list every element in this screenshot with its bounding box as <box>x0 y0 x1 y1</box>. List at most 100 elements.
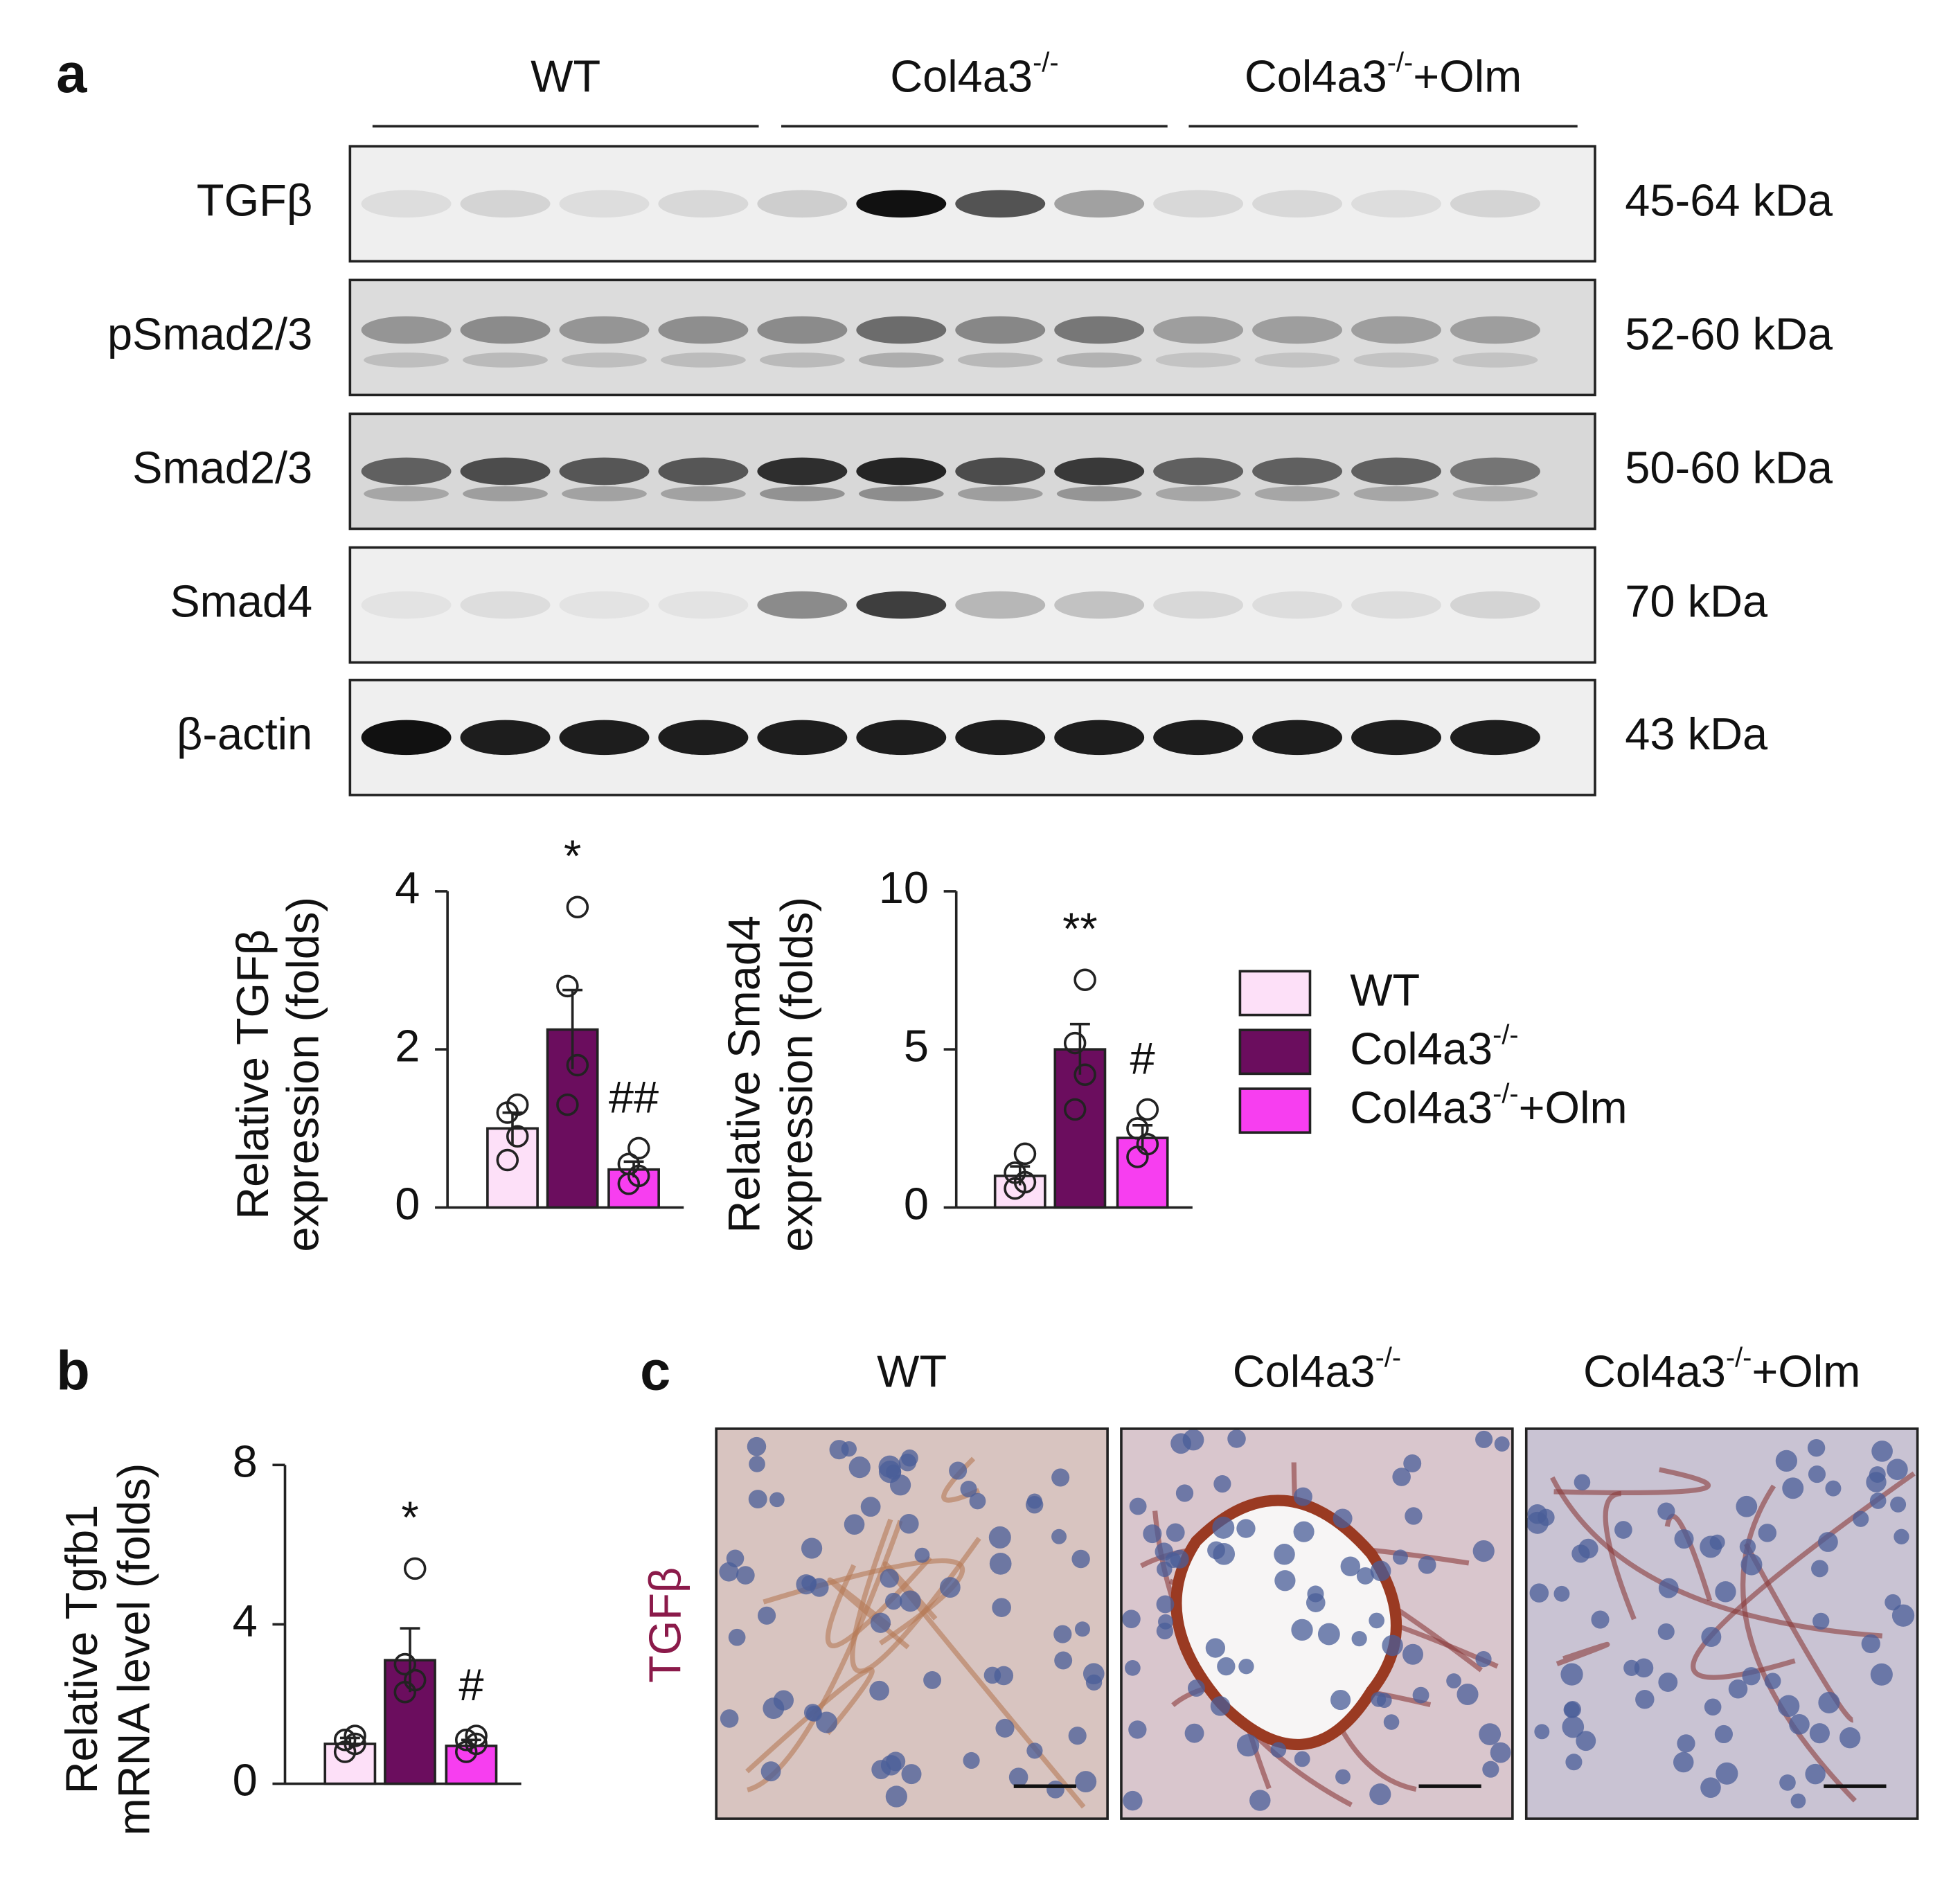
nucleus <box>1075 1771 1097 1793</box>
nucleus <box>801 1575 817 1591</box>
band <box>1153 720 1244 756</box>
nucleus <box>988 1526 1011 1549</box>
nucleus <box>1274 1570 1296 1592</box>
nucleus <box>1293 1487 1312 1506</box>
band <box>759 353 845 368</box>
band <box>1452 353 1538 368</box>
nucleus <box>749 1456 765 1472</box>
nucleus <box>1270 1742 1287 1758</box>
nucleus <box>1051 1528 1067 1544</box>
nucleus <box>1560 1663 1583 1686</box>
nucleus <box>1740 1553 1763 1576</box>
nucleus <box>1553 1585 1570 1602</box>
band <box>1351 591 1441 619</box>
nucleus <box>1490 1742 1511 1763</box>
nucleus <box>1008 1767 1028 1787</box>
y-tick-label: 5 <box>904 1020 929 1071</box>
stain-label: TGFβ <box>640 1567 691 1683</box>
nucleus <box>1869 1492 1887 1509</box>
data-point <box>465 1732 488 1756</box>
data-point <box>496 1148 519 1172</box>
nucleus <box>1217 1657 1236 1676</box>
significance: # <box>458 1659 483 1710</box>
nucleus <box>860 1497 881 1517</box>
nucleus <box>899 1514 919 1534</box>
nucleus <box>1456 1683 1479 1706</box>
nucleus <box>1715 1581 1736 1603</box>
nucleus <box>844 1514 865 1535</box>
band <box>955 457 1046 485</box>
data-point <box>566 895 589 918</box>
nucleus <box>1405 1507 1423 1525</box>
data-point <box>465 1724 488 1747</box>
nucleus <box>1175 1484 1194 1502</box>
nucleus <box>960 1481 977 1498</box>
band <box>1252 591 1343 619</box>
image-title: Col4a3-/-+Olm <box>1583 1343 1860 1397</box>
band <box>460 190 551 218</box>
significance: ** <box>1062 903 1098 954</box>
band <box>559 591 650 619</box>
group-label: WT <box>531 51 600 102</box>
nucleus <box>1402 1643 1424 1665</box>
legend-swatch <box>1238 970 1312 1017</box>
band <box>460 457 551 485</box>
micrograph-border <box>1120 1427 1514 1820</box>
nucleus <box>1392 1468 1411 1486</box>
nucleus <box>1125 1660 1141 1676</box>
band <box>661 353 746 368</box>
nucleus <box>1026 1742 1043 1759</box>
band <box>856 591 947 619</box>
legend-swatch <box>1238 1087 1312 1134</box>
protein-label: TGFβ <box>197 175 312 225</box>
y-tick-label: 0 <box>233 1755 258 1806</box>
y-axis-label: expression (folds) <box>277 897 328 1252</box>
nucleus <box>1894 1528 1909 1544</box>
nucleus <box>728 1628 746 1646</box>
legend-label: Col4a3-/- <box>1350 1020 1518 1074</box>
nucleus <box>1818 1691 1840 1713</box>
nucleus <box>1403 1454 1422 1473</box>
data-point <box>403 1557 427 1580</box>
band <box>361 720 452 756</box>
band <box>658 190 749 218</box>
nucleus <box>1446 1673 1461 1688</box>
band <box>858 486 944 501</box>
nucleus <box>1383 1714 1400 1730</box>
blot-strip <box>348 278 1596 397</box>
nucleus <box>1335 1769 1351 1785</box>
nucleus <box>914 1547 930 1563</box>
nucleus <box>1779 1774 1796 1791</box>
nucleus <box>1807 1438 1826 1457</box>
data-point <box>506 1093 529 1116</box>
nucleus <box>1170 1433 1191 1454</box>
nucleus <box>1758 1524 1777 1542</box>
band <box>1351 720 1441 756</box>
band <box>658 457 749 485</box>
nucleus <box>1805 1763 1826 1785</box>
nucleus <box>1475 1651 1492 1668</box>
data-point <box>1063 1031 1087 1055</box>
nucleus <box>1356 1567 1374 1585</box>
band <box>361 457 452 485</box>
band <box>957 353 1043 368</box>
nucleus <box>1657 1623 1675 1641</box>
nucleus <box>1701 1627 1722 1648</box>
nucleus <box>1074 1621 1090 1637</box>
nucleus <box>898 1453 917 1472</box>
band <box>460 720 551 756</box>
nucleus <box>1475 1430 1493 1448</box>
data-point <box>1136 1132 1159 1156</box>
nucleus <box>995 1718 1015 1738</box>
band <box>759 486 845 501</box>
data-point <box>617 1152 641 1175</box>
band <box>460 316 551 344</box>
nucleus <box>1861 1634 1880 1654</box>
band <box>1153 316 1244 344</box>
nucleus <box>983 1666 1001 1684</box>
tubule-border <box>1743 1542 1854 1723</box>
nucleus <box>963 1751 980 1769</box>
nucleus <box>841 1441 857 1457</box>
nucleus <box>949 1461 968 1480</box>
band <box>1450 190 1540 218</box>
